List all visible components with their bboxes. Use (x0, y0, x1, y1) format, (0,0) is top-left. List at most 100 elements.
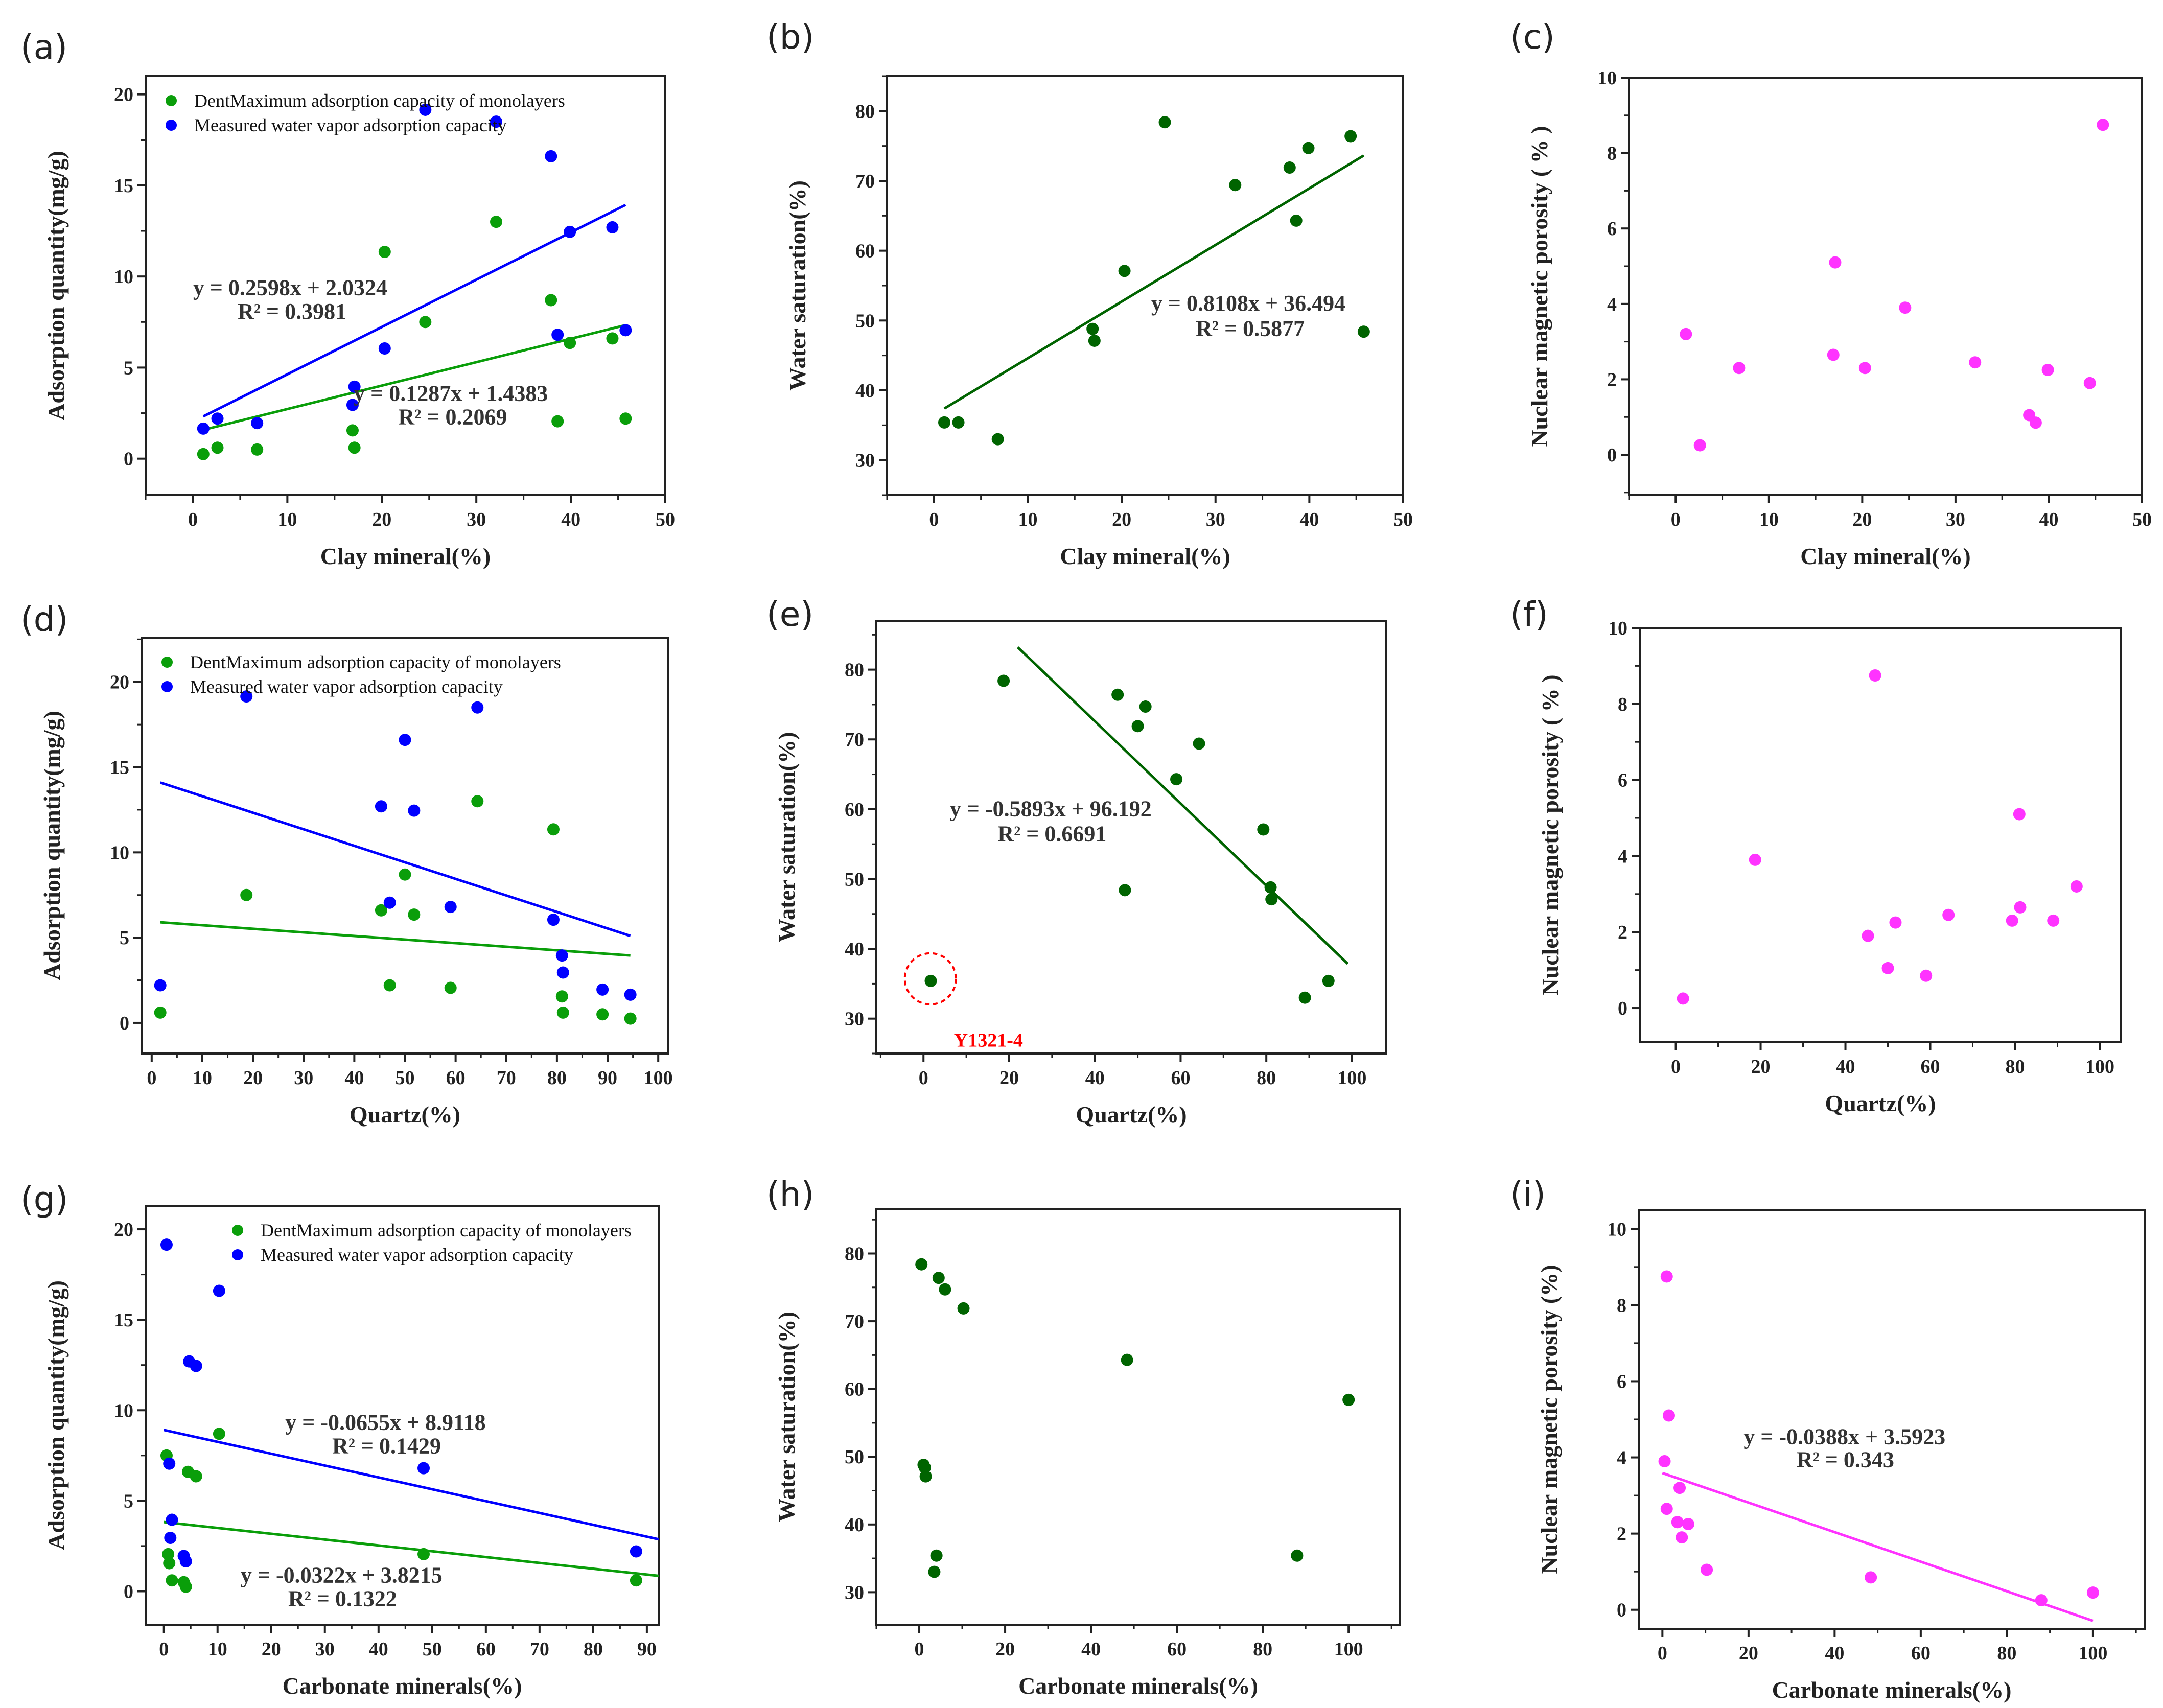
data-point (1673, 1482, 1686, 1494)
data-point (1969, 356, 1982, 369)
x-tick-label: 50 (423, 1639, 442, 1660)
x-tick-label: 40 (1836, 1056, 1855, 1078)
legend-marker (166, 120, 177, 131)
data-point (251, 417, 264, 430)
data-point (1942, 908, 1955, 921)
chart-panel-a: (a) 0 10 20 30 40 50 0 5 10 15 20 Clay mineral(%) Ads… (20, 28, 675, 569)
data-point (444, 981, 457, 994)
data-point (1322, 974, 1335, 987)
panel-label: (e) (766, 595, 813, 634)
y-axis-label: Nuclear magnetic porosity (%) (1536, 1265, 1562, 1574)
chart-panel-c: (c) 0 10 20 30 40 50 0 2 4 6 8 10 Clay mineral(%) Nucl… (1510, 17, 2152, 569)
chart-panel-b: (b) 0 10 20 30 40 50 30 40 50 60 70 80 Clay mineral(%… (766, 17, 1413, 569)
legend-label: Measured water vapor adsorption capacity (261, 1245, 573, 1265)
y-tick-label: 4 (1618, 846, 1627, 867)
x-tick-label: 0 (188, 509, 198, 530)
data-point (1899, 301, 1912, 314)
x-tick-label: 40 (344, 1067, 364, 1089)
x-tick-label: 0 (1671, 509, 1681, 530)
data-point (1660, 1270, 1673, 1283)
data-point (179, 1580, 192, 1593)
chart-panel-i: (i) 0 20 40 60 80 100 0 2 4 6 8 10 Carbonate minerals… (1510, 1175, 2146, 1703)
x-tick-label: 100 (1337, 1067, 1366, 1089)
data-point (928, 1565, 941, 1578)
trend-line (1662, 1471, 2094, 1622)
y-axis-label: Water saturation(%) (774, 732, 800, 943)
panel-label: (c) (1510, 17, 1555, 57)
x-axis-label: Quartz(%) (350, 1102, 460, 1128)
y-tick-label: 80 (845, 660, 864, 681)
trend-line (164, 1429, 659, 1541)
data-point (1342, 1393, 1355, 1406)
data-point (490, 216, 503, 228)
y-axis-label: Adsorption quantity(mg/g) (43, 1280, 69, 1550)
data-point (1121, 1353, 1133, 1366)
y-tick-label: 70 (855, 171, 875, 192)
data-point (164, 1531, 177, 1544)
data-point (1862, 929, 1874, 942)
x-tick-label: 20 (243, 1067, 263, 1089)
x-tick-label: 40 (1081, 1639, 1101, 1660)
regression-annotation: R² = 0.2069 (398, 405, 507, 430)
x-tick-label: 20 (1739, 1643, 1758, 1664)
data-point (1671, 1516, 1684, 1529)
y-tick-label: 30 (855, 450, 875, 472)
data-point (197, 422, 210, 435)
data-point (1086, 322, 1099, 335)
data-point (551, 329, 564, 341)
x-tick-label: 80 (584, 1639, 603, 1660)
y-tick-label: 80 (845, 1243, 864, 1265)
y-tick-label: 2 (1617, 1524, 1626, 1545)
y-tick-label: 6 (1607, 218, 1617, 240)
data-point (547, 914, 560, 926)
data-point (190, 1470, 202, 1483)
x-tick-label: 100 (1334, 1639, 1363, 1660)
x-tick-label: 60 (446, 1067, 466, 1089)
x-tick-label: 40 (561, 509, 580, 530)
x-tick-label: 30 (294, 1067, 313, 1089)
x-tick-label: 30 (1946, 509, 1965, 530)
y-axis-label: Water saturation(%) (774, 1312, 800, 1522)
x-axis-label: Carbonate minerals(%) (1018, 1673, 1258, 1699)
data-point (596, 983, 609, 996)
data-point (1131, 720, 1144, 733)
data-point (1302, 142, 1315, 154)
data-point (606, 332, 619, 345)
panel-label: (d) (20, 600, 68, 639)
x-axis-label: Clay mineral(%) (1060, 543, 1230, 569)
x-tick-label: 80 (1997, 1643, 2016, 1664)
data-point (348, 380, 361, 393)
data-point (555, 990, 568, 1003)
y-tick-label: 0 (1607, 444, 1617, 466)
x-tick-label: 90 (637, 1639, 657, 1660)
data-point (2029, 416, 2042, 429)
data-point (346, 424, 359, 437)
data-point (1193, 737, 1205, 750)
legend-marker (232, 1249, 243, 1260)
x-tick-label: 0 (919, 1067, 928, 1089)
x-tick-label: 40 (1299, 509, 1319, 530)
y-tick-label: 10 (1597, 67, 1617, 89)
y-tick-label: 6 (1618, 770, 1627, 791)
regression-annotation: y = 0.2598x + 2.0324 (193, 275, 387, 300)
data-point (939, 1283, 951, 1296)
data-point (596, 1008, 609, 1021)
data-point (606, 221, 619, 233)
x-tick-label: 10 (208, 1639, 227, 1660)
y-tick-label: 60 (845, 1379, 864, 1400)
x-tick-label: 20 (1112, 509, 1131, 530)
data-point (1662, 1409, 1675, 1422)
data-point (624, 988, 637, 1001)
data-point (1660, 1503, 1673, 1515)
data-point (1357, 325, 1370, 338)
data-point (383, 979, 396, 992)
data-point (1749, 853, 1761, 866)
x-tick-label: 10 (1759, 509, 1779, 530)
data-point (163, 1457, 176, 1470)
plot-frame (141, 637, 669, 1055)
data-point (1118, 265, 1131, 277)
regression-annotation: y = 0.1287x + 1.4383 (354, 381, 548, 406)
data-point (154, 979, 167, 992)
data-point (547, 823, 560, 836)
x-tick-label: 30 (315, 1639, 335, 1660)
